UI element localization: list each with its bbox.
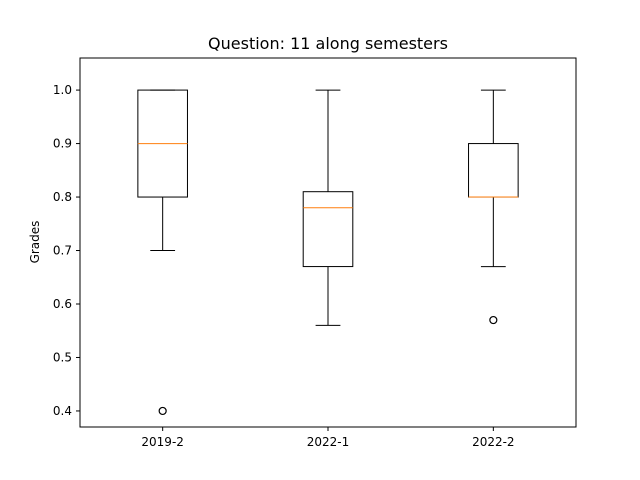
y-tick-label: 0.5 bbox=[53, 350, 72, 364]
x-tick-label: 2019-2 bbox=[141, 435, 184, 449]
y-tick-label: 0.6 bbox=[53, 297, 72, 311]
y-tick-label: 0.9 bbox=[53, 137, 72, 151]
chart-title: Question: 11 along semesters bbox=[208, 34, 448, 53]
y-tick-label: 0.7 bbox=[53, 244, 72, 258]
y-tick-label: 0.8 bbox=[53, 190, 72, 204]
x-tick-label: 2022-1 bbox=[307, 435, 350, 449]
outlier-point bbox=[158, 406, 167, 416]
y-axis-label: Grades bbox=[28, 221, 42, 264]
y-tick-label: 0.4 bbox=[53, 404, 72, 418]
axes-frame bbox=[79, 57, 577, 428]
plot-area: 0.4 0.5 0.6 0.7 0.8 0.9 1.0 2019-2 2022-1 2022-2 bbox=[53, 83, 519, 449]
outlier-point bbox=[489, 315, 498, 325]
x-tick-label: 2022-2 bbox=[472, 435, 515, 449]
box bbox=[302, 191, 354, 268]
box bbox=[468, 143, 519, 198]
y-tick-label: 1.0 bbox=[53, 83, 72, 97]
